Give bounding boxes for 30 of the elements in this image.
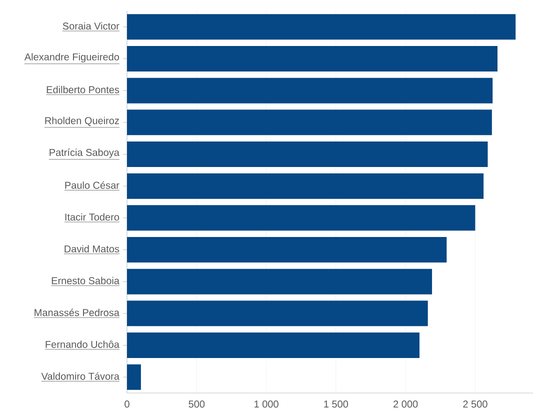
y-tick-label: Rholden Queiroz [45,116,119,126]
bar [127,14,516,40]
y-tick-label: Paulo César [65,181,120,189]
bar [127,142,488,167]
y-tick-label: Soraia Victor [62,22,120,30]
x-tick-label: 1 000 [254,400,278,408]
y-tick-label: Edilberto Pontes [46,86,120,94]
bar [127,205,476,231]
bar [127,46,498,72]
bar [127,173,484,199]
y-tick-label: Patrícia Saboya [50,148,120,158]
x-tick-label: 2 000 [394,400,418,408]
bar [127,78,493,104]
y-tick-label: Fernando Uchôa [46,340,120,348]
bar [127,332,420,358]
x-tick-label: 500 [188,400,205,408]
bar [127,268,432,294]
bar [127,300,428,326]
bar [127,237,447,262]
y-tick-label: Manassés Pedrosa [34,308,120,316]
y-tick-label: David Matos [64,245,120,252]
x-tick-label: 2 500 [463,400,488,408]
x-tick-label: 1 500 [324,400,348,408]
x-tick-label: 0 [124,400,130,408]
y-tick-label: Alexandre Figueiredo [24,53,120,62]
y-tick-label: Itacir Todero [65,213,120,221]
y-tick-label: Ernesto Saboia [52,276,120,284]
y-tick-label: Valdomiro Távora [41,372,120,380]
bar [127,364,141,390]
bar [127,110,492,136]
